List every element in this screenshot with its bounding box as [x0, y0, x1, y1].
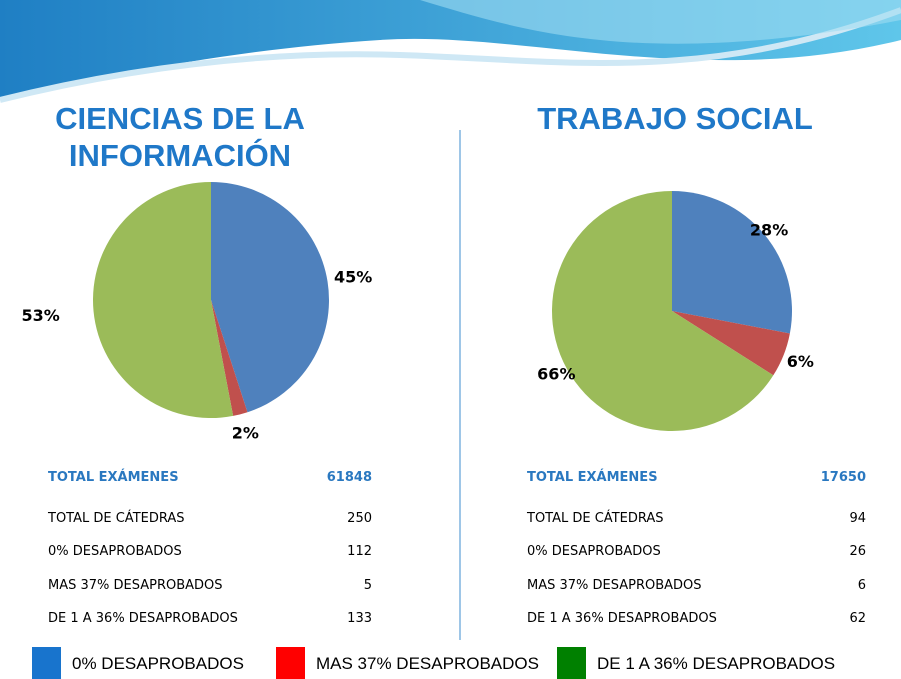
legend-swatch [32, 647, 61, 679]
table-header-label: TOTAL EXÁMENES [527, 470, 658, 485]
table-row-label: MAS 37% DESAPROBADOS [527, 578, 702, 593]
data-label: 6% [787, 352, 814, 371]
banner-wave [420, 0, 901, 44]
table-header-value: 61848 [326, 470, 372, 485]
chart-title: TRABAJO SOCIAL [537, 101, 813, 136]
table-row-label: 0% DESAPROBADOS [48, 544, 182, 559]
table-row-label: 0% DESAPROBADOS [527, 544, 661, 559]
table-row-value: 62 [849, 611, 866, 626]
table-row-label: DE 1 A 36% DESAPROBADOS [527, 611, 717, 626]
table-row-value: 112 [347, 544, 372, 559]
legend-label: 0% DESAPROBADOS [72, 654, 244, 673]
table-row-value: 250 [347, 511, 372, 526]
legend-label: DE 1 A 36% DESAPROBADOS [597, 654, 836, 673]
pie-slice [672, 191, 792, 334]
table-row-value: 6 [857, 578, 866, 593]
table-row-label: MAS 37% DESAPROBADOS [48, 578, 223, 593]
table-row-value: 5 [363, 578, 372, 593]
banner-wave [0, 7, 901, 103]
data-label: 2% [232, 424, 259, 443]
data-label: 53% [22, 306, 60, 325]
pie-slice [92, 182, 234, 418]
table-header-label: TOTAL EXÁMENES [48, 470, 179, 485]
chart-title: CIENCIAS DE LA INFORMACIÓN [55, 101, 305, 173]
pie-slice [211, 182, 329, 413]
pie-slice [552, 191, 774, 431]
pie-slice [672, 311, 790, 376]
table-row-label: DE 1 A 36% DESAPROBADOS [48, 611, 238, 626]
legend-swatch [276, 647, 305, 679]
table-row-label: TOTAL DE CÁTEDRAS [527, 511, 664, 526]
legend-label: MAS 37% DESAPROBADOS [316, 654, 539, 673]
data-label: 45% [334, 267, 372, 286]
table-header-value: 17650 [820, 470, 866, 485]
legend-swatch [557, 647, 586, 679]
data-label: 66% [537, 365, 575, 384]
data-label: 28% [750, 221, 788, 240]
table-row-label: TOTAL DE CÁTEDRAS [48, 511, 185, 526]
table-row-value: 133 [347, 611, 372, 626]
table-row-value: 26 [849, 544, 866, 559]
table-row-value: 94 [849, 511, 866, 526]
pie-slice [211, 300, 248, 416]
